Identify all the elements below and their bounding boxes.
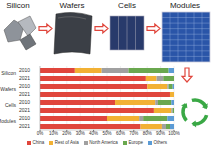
svg-text:Modules: Modules xyxy=(170,1,200,10)
svg-text:2021: 2021 xyxy=(19,75,30,81)
svg-text:2021: 2021 xyxy=(19,91,30,97)
svg-text:80%: 80% xyxy=(143,131,152,136)
html-text:China: China xyxy=(32,140,45,145)
svg-text:Silicon: Silicon xyxy=(8,70,16,76)
html-text:Others: Others xyxy=(153,140,167,145)
svg-text:2021: 2021 xyxy=(19,123,30,129)
html-text:Europe: Europe xyxy=(128,140,143,145)
svg-text:2010: 2010 xyxy=(19,67,30,73)
svg-text:Cells: Cells xyxy=(8,102,16,108)
svg-text:10%: 10% xyxy=(49,131,58,136)
svg-text:90%: 90% xyxy=(156,131,165,136)
svg-text:40%: 40% xyxy=(89,131,98,136)
svg-text:20%: 20% xyxy=(62,131,71,136)
html-text:North America: North America xyxy=(89,140,118,145)
svg-text:Wafers: Wafers xyxy=(59,1,84,10)
html-text:Rest of Asia: Rest of Asia xyxy=(54,140,79,145)
svg-text:100%: 100% xyxy=(168,131,180,136)
svg-text:Cells: Cells xyxy=(118,1,136,10)
svg-text:60%: 60% xyxy=(116,131,125,136)
svg-text:70%: 70% xyxy=(129,131,138,136)
svg-text:Wafers: Wafers xyxy=(8,86,16,92)
svg-text:2021: 2021 xyxy=(19,107,30,113)
svg-text:50%: 50% xyxy=(102,131,111,136)
svg-text:30%: 30% xyxy=(76,131,85,136)
svg-text:0%: 0% xyxy=(37,131,44,136)
svg-text:2010: 2010 xyxy=(19,115,30,121)
svg-text:2010: 2010 xyxy=(19,99,30,105)
svg-text:Modules: Modules xyxy=(8,118,16,124)
svg-text:2010: 2010 xyxy=(19,83,30,89)
svg-text:Silicon: Silicon xyxy=(8,1,30,10)
